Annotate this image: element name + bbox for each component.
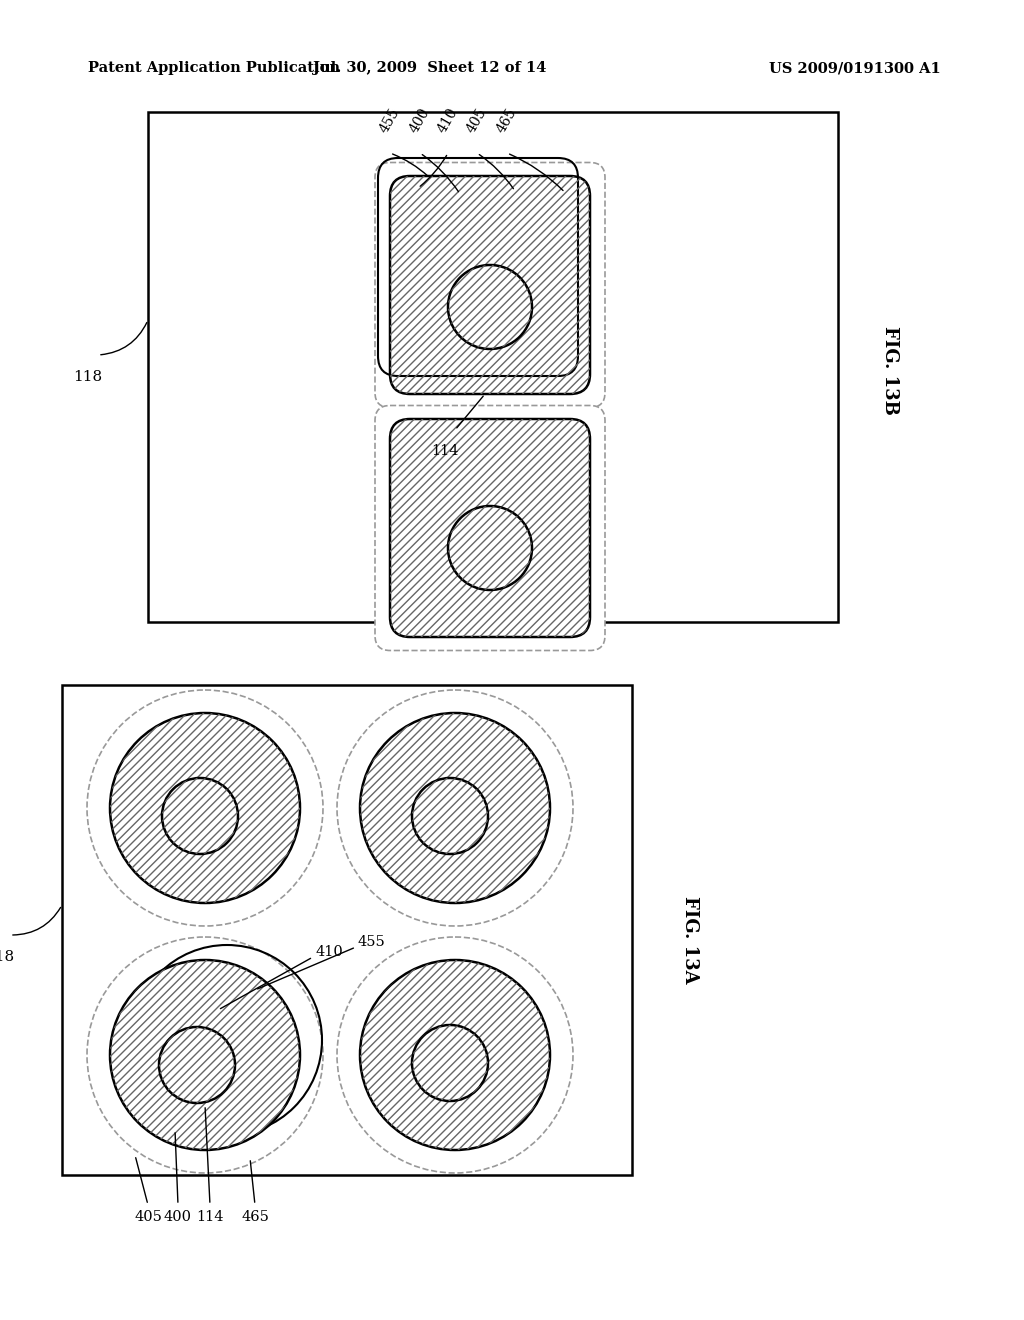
FancyBboxPatch shape xyxy=(390,176,590,393)
Bar xyxy=(148,112,838,622)
Ellipse shape xyxy=(337,690,573,927)
Text: 410: 410 xyxy=(315,945,343,960)
Text: Patent Application Publication: Patent Application Publication xyxy=(88,61,340,75)
FancyBboxPatch shape xyxy=(390,418,590,638)
Ellipse shape xyxy=(412,1026,488,1101)
Text: 118: 118 xyxy=(0,950,14,964)
Text: FIG. 13A: FIG. 13A xyxy=(681,896,699,983)
Ellipse shape xyxy=(87,690,323,927)
Ellipse shape xyxy=(337,937,573,1173)
Ellipse shape xyxy=(360,960,550,1150)
Ellipse shape xyxy=(412,777,488,854)
Text: 400: 400 xyxy=(408,106,433,135)
FancyBboxPatch shape xyxy=(375,405,605,651)
Text: 114: 114 xyxy=(197,1210,224,1224)
Ellipse shape xyxy=(360,713,550,903)
Text: 405: 405 xyxy=(134,1210,162,1224)
Text: 465: 465 xyxy=(495,106,519,135)
Text: US 2009/0191300 A1: US 2009/0191300 A1 xyxy=(769,61,941,75)
Text: 114: 114 xyxy=(431,444,459,458)
Bar xyxy=(62,685,632,1175)
Ellipse shape xyxy=(449,506,532,590)
Ellipse shape xyxy=(449,265,532,348)
Text: 400: 400 xyxy=(164,1210,193,1224)
Text: 455: 455 xyxy=(358,935,386,949)
Ellipse shape xyxy=(110,960,300,1150)
Ellipse shape xyxy=(162,777,238,854)
Text: 455: 455 xyxy=(378,106,402,135)
Text: 118: 118 xyxy=(74,370,102,384)
Text: Jul. 30, 2009  Sheet 12 of 14: Jul. 30, 2009 Sheet 12 of 14 xyxy=(313,61,547,75)
FancyBboxPatch shape xyxy=(375,162,605,408)
Ellipse shape xyxy=(110,713,300,903)
Ellipse shape xyxy=(87,937,323,1173)
Text: FIG. 13B: FIG. 13B xyxy=(881,326,899,414)
Text: 465: 465 xyxy=(241,1210,269,1224)
Ellipse shape xyxy=(159,1027,234,1104)
Text: 405: 405 xyxy=(464,106,489,135)
Text: 410: 410 xyxy=(435,106,461,135)
